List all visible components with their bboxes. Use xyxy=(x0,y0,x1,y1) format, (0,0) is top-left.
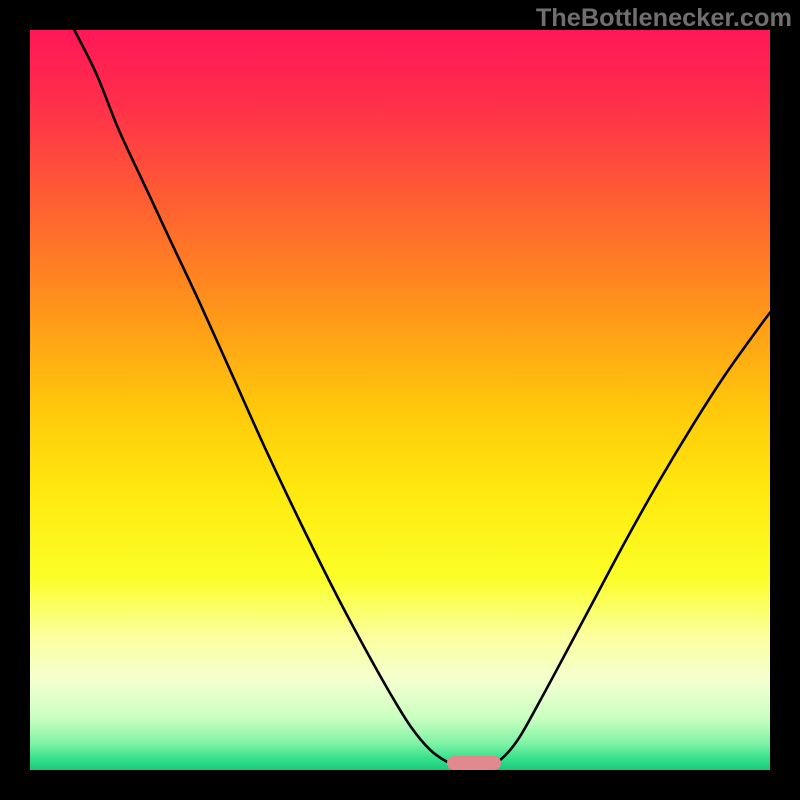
plot-area xyxy=(30,30,770,770)
plot-gradient-background xyxy=(30,30,770,770)
optimal-range-marker[interactable] xyxy=(447,756,500,770)
watermark-text: TheBottlenecker.com xyxy=(536,4,792,33)
chart-frame: TheBottlenecker.com xyxy=(0,0,800,800)
